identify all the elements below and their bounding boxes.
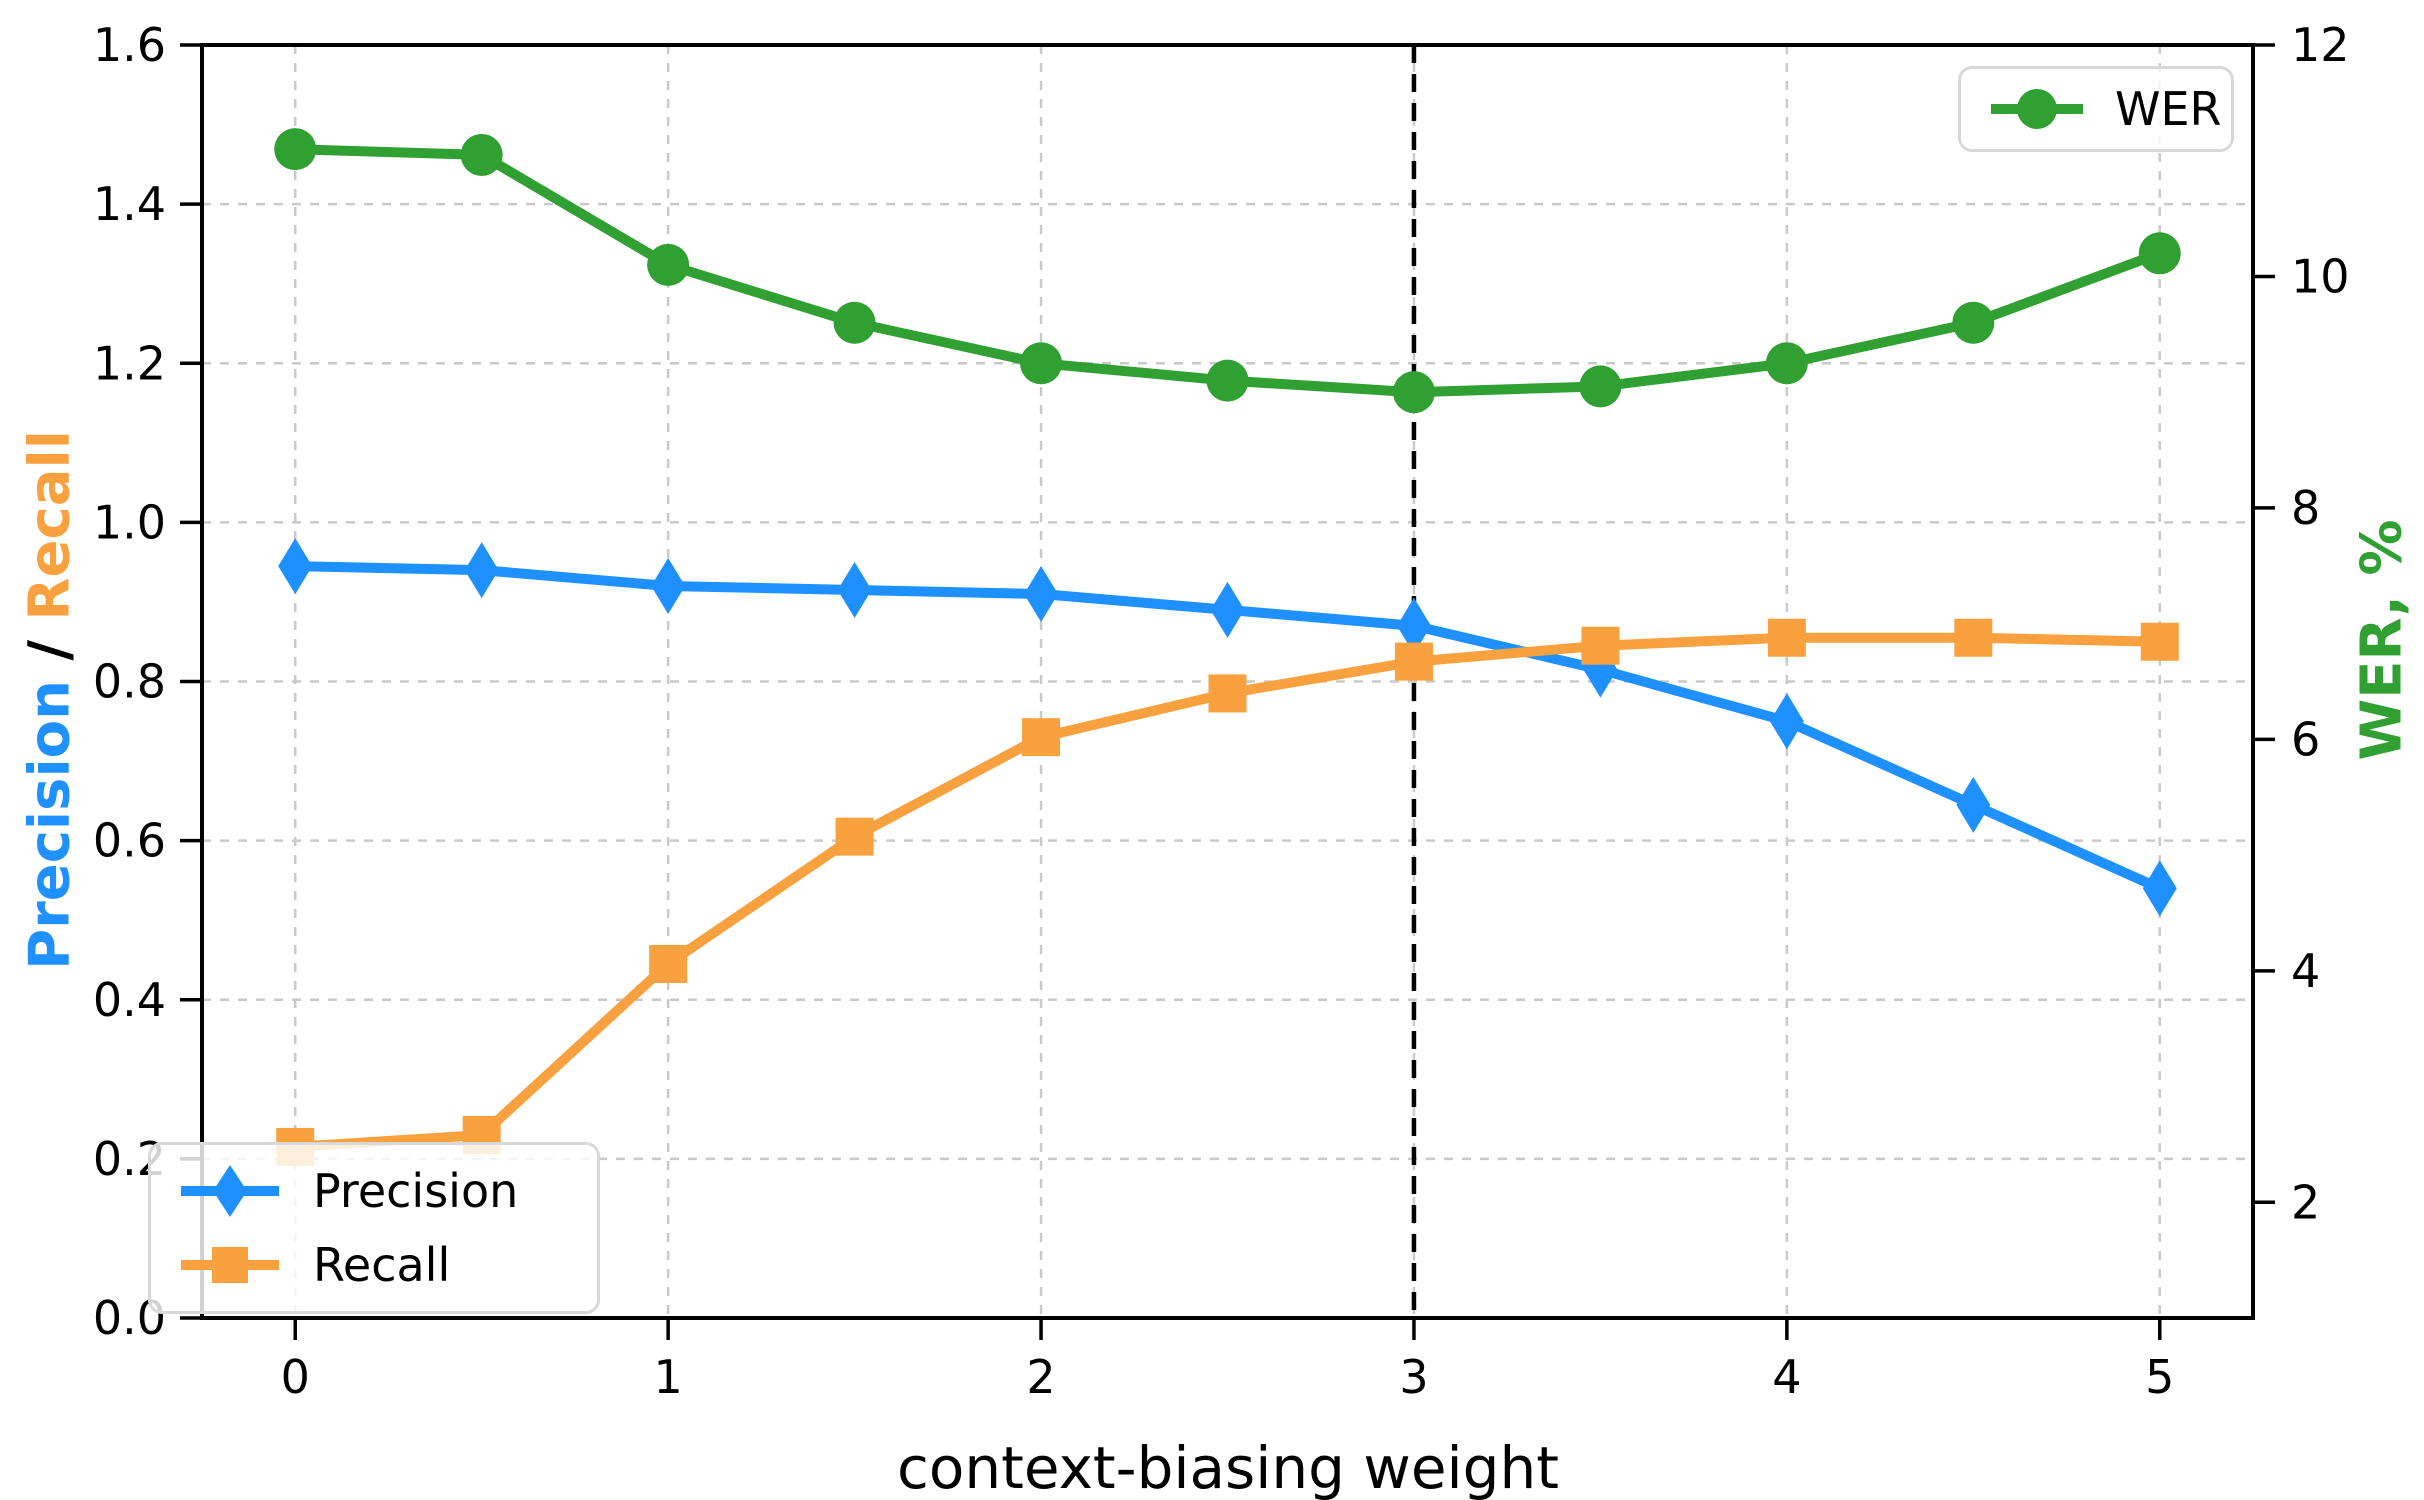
recall-line [290,632,2165,1152]
legend-wer: WER [1958,66,2234,152]
right-y-tick-label: 12 [2291,18,2350,72]
x-tick-label: 3 [1399,1350,1428,1404]
right-y-tick-label: 8 [2291,481,2320,535]
precision-marker [1956,776,1991,833]
left-y-axis-label-separator: / [17,620,83,681]
left-y-tick-label: 1.0 [93,495,166,549]
precision-marker [1210,581,1245,638]
recall-marker [1581,626,1620,665]
recall-marker [835,817,874,856]
legend-precision-recall: Precision Recall [148,1142,600,1314]
left-y-tick-label: 0.8 [93,655,166,709]
legend-label-precision: Precision [313,1164,519,1218]
x-tick-label: 5 [2145,1350,2174,1404]
recall-marker [2140,622,2179,661]
legend-item-precision: Precision [175,1163,597,1219]
left-y-axis-label-recall: Recall [17,430,83,621]
legend-label-recall: Recall [313,1238,451,1292]
left-y-axis-label-precision: Precision [17,680,83,970]
wer-marker [833,301,876,344]
recall-marker [1954,618,1993,657]
x-tick-label: 2 [1026,1350,1055,1404]
x-tick-label: 1 [653,1350,682,1404]
wer-marker [647,243,690,286]
x-axis-label: context-biasing weight [897,1434,1559,1500]
precision-line-sample-icon [181,1165,279,1217]
recall-marker [1767,618,1806,657]
wer-marker [1392,371,1435,414]
left-y-tick-label: 0.4 [93,973,166,1027]
wer-marker [1206,359,1249,402]
precision-marker [837,562,872,619]
wer-marker [1579,365,1622,408]
right-y-tick-label: 10 [2291,249,2350,303]
legend-label-wer: WER [2115,82,2222,136]
wer-line [290,144,2165,398]
right-y-tick-label: 6 [2291,712,2320,766]
wer-marker [2138,232,2181,275]
precision-marker [1769,693,1804,750]
recall-line-sample-icon [181,1247,279,1283]
recall-marker [1022,718,1061,757]
precision-marker [1024,565,1059,622]
x-tick-label: 0 [281,1350,310,1404]
wer-marker [460,133,503,176]
right-y-tick-label: 4 [2291,944,2320,998]
wer-line-sample-icon [1991,89,2083,129]
wer-marker [1765,342,1808,385]
recall-marker [1208,674,1247,713]
wer-marker [1952,301,1995,344]
precision-marker [2142,860,2177,917]
recall-marker [1394,642,1433,681]
left-y-tick-label: 1.4 [93,177,166,231]
legend-item-recall: Recall [175,1237,597,1293]
legend-item-wer: WER [1987,81,2222,137]
left-y-tick-label: 0.6 [93,814,166,868]
precision-marker [651,558,686,615]
right-y-tick-label: 2 [2291,1175,2320,1229]
left-y-tick-label: 1.6 [93,18,166,72]
x-tick-label: 4 [1772,1350,1801,1404]
precision-marker [464,542,499,599]
right-y-axis-label: WER, % [2349,519,2415,761]
precision-marker [278,538,313,595]
precision-marker [1396,597,1431,654]
left-y-axis-label: Precision / Recall [18,430,83,970]
left-y-tick-label: 1.2 [93,336,166,390]
wer-marker [274,128,317,171]
wer-marker [1020,342,1063,385]
recall-marker [649,944,688,983]
